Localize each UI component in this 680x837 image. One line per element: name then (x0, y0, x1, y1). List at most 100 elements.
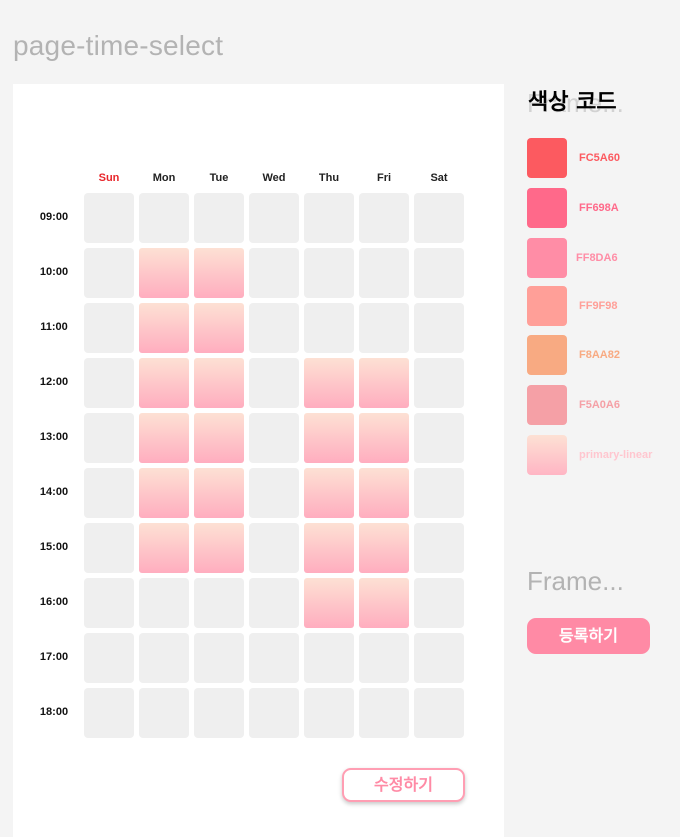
time-label: 13:00 (39, 431, 69, 443)
page-title: page-time-select (13, 30, 224, 61)
time-slot[interactable] (414, 633, 464, 683)
color-swatch (527, 188, 567, 228)
day-header-tue: Tue (209, 172, 229, 184)
time-slot-selected[interactable] (304, 523, 354, 573)
edit-button[interactable]: 수정하기 (342, 768, 465, 802)
time-slot[interactable] (139, 688, 189, 738)
time-slot[interactable] (84, 633, 134, 683)
time-slot[interactable] (249, 413, 299, 463)
time-slot[interactable] (414, 578, 464, 628)
time-slot[interactable] (249, 468, 299, 518)
time-slot[interactable] (249, 633, 299, 683)
time-slot[interactable] (414, 413, 464, 463)
day-header-wed: Wed (262, 172, 286, 184)
time-slot[interactable] (194, 578, 244, 628)
time-slot[interactable] (359, 688, 409, 738)
time-slot[interactable] (249, 523, 299, 573)
time-slot-selected[interactable] (359, 413, 409, 463)
time-slot[interactable] (249, 578, 299, 628)
time-slot[interactable] (139, 578, 189, 628)
time-label: 11:00 (40, 321, 68, 333)
time-slot-selected[interactable] (304, 468, 354, 518)
day-header-sat: Sat (430, 172, 448, 184)
color-swatch (527, 435, 567, 475)
time-slot[interactable] (84, 248, 134, 298)
time-slot[interactable] (84, 578, 134, 628)
time-slot-selected[interactable] (304, 413, 354, 463)
time-slot-selected[interactable] (194, 468, 244, 518)
time-slot[interactable] (194, 633, 244, 683)
time-label: 09:00 (39, 211, 69, 223)
color-code-label: FC5A60 (579, 152, 620, 164)
time-slot-selected[interactable] (304, 358, 354, 408)
time-slot-selected[interactable] (139, 413, 189, 463)
time-slot[interactable] (194, 688, 244, 738)
day-header-mon: Mon (152, 172, 176, 184)
time-slot[interactable] (249, 688, 299, 738)
time-slot[interactable] (84, 523, 134, 573)
time-slot-selected[interactable] (139, 468, 189, 518)
time-slot-selected[interactable] (194, 248, 244, 298)
time-label: 14:00 (39, 486, 69, 498)
time-slot[interactable] (249, 303, 299, 353)
time-slot[interactable] (139, 193, 189, 243)
time-slot[interactable] (139, 633, 189, 683)
time-slot[interactable] (304, 248, 354, 298)
time-slot[interactable] (194, 193, 244, 243)
time-slot[interactable] (359, 193, 409, 243)
time-slot-selected[interactable] (139, 303, 189, 353)
time-slot[interactable] (249, 248, 299, 298)
color-code-label: FF8DA6 (576, 252, 618, 264)
time-slot[interactable] (414, 523, 464, 573)
time-label: 18:00 (39, 706, 69, 718)
color-code-label: primary-linear (579, 449, 653, 461)
time-slot[interactable] (359, 248, 409, 298)
time-slot[interactable] (84, 468, 134, 518)
time-slot[interactable] (249, 193, 299, 243)
color-swatch (527, 138, 567, 178)
time-slot-selected[interactable] (304, 578, 354, 628)
time-slot-selected[interactable] (139, 248, 189, 298)
color-swatch (527, 335, 567, 375)
time-label: 15:00 (39, 541, 69, 553)
time-slot[interactable] (84, 413, 134, 463)
color-swatch (527, 286, 567, 326)
time-slot-selected[interactable] (194, 358, 244, 408)
time-slot-selected[interactable] (359, 578, 409, 628)
time-slot[interactable] (304, 633, 354, 683)
time-slot-selected[interactable] (139, 523, 189, 573)
time-slot-selected[interactable] (359, 358, 409, 408)
time-label: 16:00 (39, 596, 69, 608)
color-swatch (527, 385, 567, 425)
time-label: 17:00 (39, 651, 69, 663)
time-slot[interactable] (414, 248, 464, 298)
time-slot[interactable] (84, 358, 134, 408)
time-slot-selected[interactable] (194, 303, 244, 353)
time-slot[interactable] (359, 303, 409, 353)
time-slot[interactable] (359, 633, 409, 683)
color-code-label: FF698A (579, 202, 619, 214)
time-slot[interactable] (414, 468, 464, 518)
time-slot[interactable] (84, 193, 134, 243)
day-header-fri: Fri (376, 172, 392, 184)
time-slot[interactable] (304, 688, 354, 738)
time-slot[interactable] (414, 358, 464, 408)
time-select-panel: Sun Mon Tue Wed Thu Fri Sat 09:00 10:00 11:00 12:0… (13, 84, 504, 837)
color-code-label: F5A0A6 (579, 399, 620, 411)
time-slot[interactable] (84, 303, 134, 353)
time-slot[interactable] (304, 193, 354, 243)
time-slot[interactable] (84, 688, 134, 738)
time-slot-selected[interactable] (359, 468, 409, 518)
color-code-label: FF9F98 (579, 300, 618, 312)
time-slot[interactable] (304, 303, 354, 353)
time-slot[interactable] (414, 303, 464, 353)
time-slot-selected[interactable] (359, 523, 409, 573)
time-slot[interactable] (249, 358, 299, 408)
time-slot[interactable] (414, 193, 464, 243)
time-slot[interactable] (414, 688, 464, 738)
time-label: 12:00 (39, 376, 69, 388)
time-slot-selected[interactable] (194, 523, 244, 573)
time-slot-selected[interactable] (194, 413, 244, 463)
time-slot-selected[interactable] (139, 358, 189, 408)
register-button[interactable]: 등록하기 (527, 618, 650, 654)
